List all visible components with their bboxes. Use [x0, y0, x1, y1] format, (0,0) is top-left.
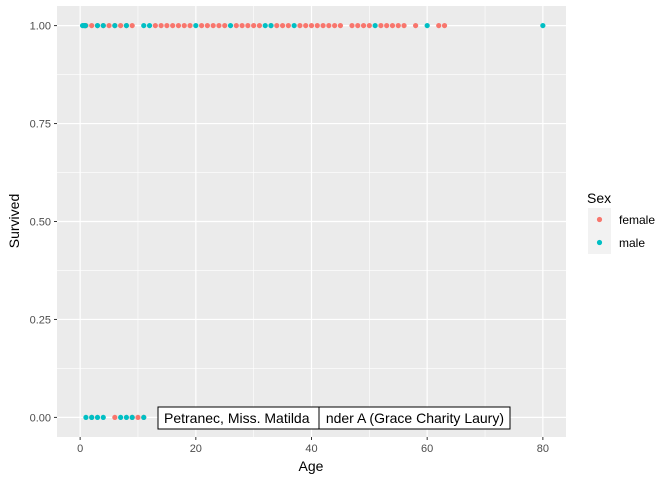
x-tick-label: 0 [77, 443, 83, 455]
data-point-female[interactable] [181, 22, 187, 29]
legend-swatch-female [596, 216, 603, 223]
data-point-female[interactable] [245, 22, 251, 29]
legend-label-female: female [619, 213, 655, 227]
data-point-female[interactable] [285, 22, 291, 29]
y-axis-title: Survived [6, 194, 22, 248]
data-point-male[interactable] [424, 22, 430, 29]
data-point-female[interactable] [360, 22, 367, 29]
data-point-female[interactable] [332, 22, 338, 29]
data-point-female[interactable] [210, 22, 216, 29]
x-axis-title: Age [299, 458, 324, 474]
data-point-female[interactable] [378, 22, 384, 29]
data-point-female[interactable] [337, 22, 344, 29]
data-point-female[interactable] [158, 22, 164, 29]
data-point-male[interactable] [112, 22, 118, 29]
data-point-male[interactable] [262, 22, 268, 29]
data-point-female[interactable] [314, 22, 320, 29]
y-axis: 0.00 0.25 0.50 0.75 1.00 [30, 21, 57, 424]
data-point-female[interactable] [199, 22, 205, 29]
data-point-female[interactable] [175, 22, 182, 29]
y-tick-label: 0.25 [30, 314, 51, 326]
data-point-female[interactable] [308, 22, 315, 29]
data-point-female[interactable] [303, 22, 309, 29]
legend-swatch-male [596, 239, 603, 246]
data-point-female[interactable] [274, 22, 280, 29]
data-point-female[interactable] [297, 22, 303, 29]
data-point-female[interactable] [355, 22, 361, 29]
data-point-female[interactable] [112, 414, 118, 421]
y-tick-label: 1.00 [30, 21, 51, 33]
data-point-female[interactable] [279, 22, 286, 29]
data-point-male[interactable] [268, 22, 274, 29]
data-point-female[interactable] [135, 414, 141, 421]
data-point-female[interactable] [129, 22, 135, 29]
x-tick-label: 20 [190, 443, 202, 455]
data-point-male[interactable] [123, 414, 130, 421]
data-point-male[interactable] [82, 22, 89, 29]
data-point-female[interactable] [395, 22, 401, 29]
data-point-female[interactable] [106, 22, 112, 29]
y-tick-label: 0.75 [30, 119, 51, 131]
data-point-male[interactable] [94, 414, 101, 421]
data-point-male[interactable] [123, 22, 130, 29]
tooltip-front-box [157, 406, 320, 430]
data-point-female[interactable] [389, 22, 396, 29]
data-point-male[interactable] [146, 22, 153, 29]
y-tick-label: 0.50 [30, 217, 51, 229]
data-point-male[interactable] [141, 414, 147, 421]
data-point-male[interactable] [94, 22, 101, 29]
legend: Sex female male [587, 190, 655, 254]
data-point-female[interactable] [89, 22, 95, 29]
data-point-female[interactable] [401, 22, 407, 29]
data-point-female[interactable] [204, 22, 210, 29]
data-point-female[interactable] [118, 22, 124, 29]
data-point-male[interactable] [540, 22, 546, 29]
x-tick-label: 40 [305, 443, 317, 455]
data-point-male[interactable] [193, 22, 199, 29]
data-point-female[interactable] [384, 22, 390, 29]
data-point-male[interactable] [372, 22, 378, 29]
tooltip-front: Petranec, Miss. Matilda [157, 406, 320, 430]
data-point-female[interactable] [233, 22, 239, 29]
data-point-female[interactable] [216, 22, 222, 29]
data-point-male[interactable] [89, 414, 95, 421]
data-point-male[interactable] [291, 22, 297, 29]
data-point-female[interactable] [251, 22, 257, 29]
x-axis: 0 20 40 60 80 [77, 437, 549, 455]
legend-label-male: male [619, 236, 645, 250]
tooltip-front-text: Petranec, Miss. Matilda [164, 410, 310, 426]
data-point-female[interactable] [152, 22, 158, 29]
data-point-female[interactable] [239, 22, 245, 29]
tooltips-layer: nder A (Grace Charity Laury) Petranec, M… [157, 406, 511, 430]
points-layer [79, 22, 546, 421]
data-point-female[interactable] [413, 22, 419, 29]
data-point-male[interactable] [100, 22, 106, 29]
data-point-female[interactable] [164, 22, 170, 29]
data-point-male[interactable] [100, 414, 106, 421]
legend-entries: female male [588, 208, 655, 254]
x-tick-label: 60 [421, 443, 433, 455]
data-point-female[interactable] [366, 22, 372, 29]
data-point-female[interactable] [256, 22, 263, 29]
data-point-female[interactable] [326, 22, 332, 29]
data-point-female[interactable] [187, 22, 193, 29]
tooltip-back-text: nder A (Grace Charity Laury) [326, 410, 504, 426]
data-point-female[interactable] [320, 22, 326, 29]
data-point-female[interactable] [222, 22, 228, 29]
data-point-male[interactable] [141, 22, 147, 29]
data-point-female[interactable] [349, 22, 355, 29]
y-tick-label: 0.00 [30, 412, 51, 424]
data-point-female[interactable] [441, 22, 448, 29]
data-point-female[interactable] [436, 22, 442, 29]
legend-title: Sex [587, 190, 611, 206]
data-point-female[interactable] [170, 22, 176, 29]
data-point-male[interactable] [129, 414, 135, 421]
x-tick-label: 80 [537, 443, 549, 455]
data-point-male[interactable] [83, 414, 89, 421]
data-point-male[interactable] [227, 22, 234, 29]
data-point-male[interactable] [118, 414, 124, 421]
